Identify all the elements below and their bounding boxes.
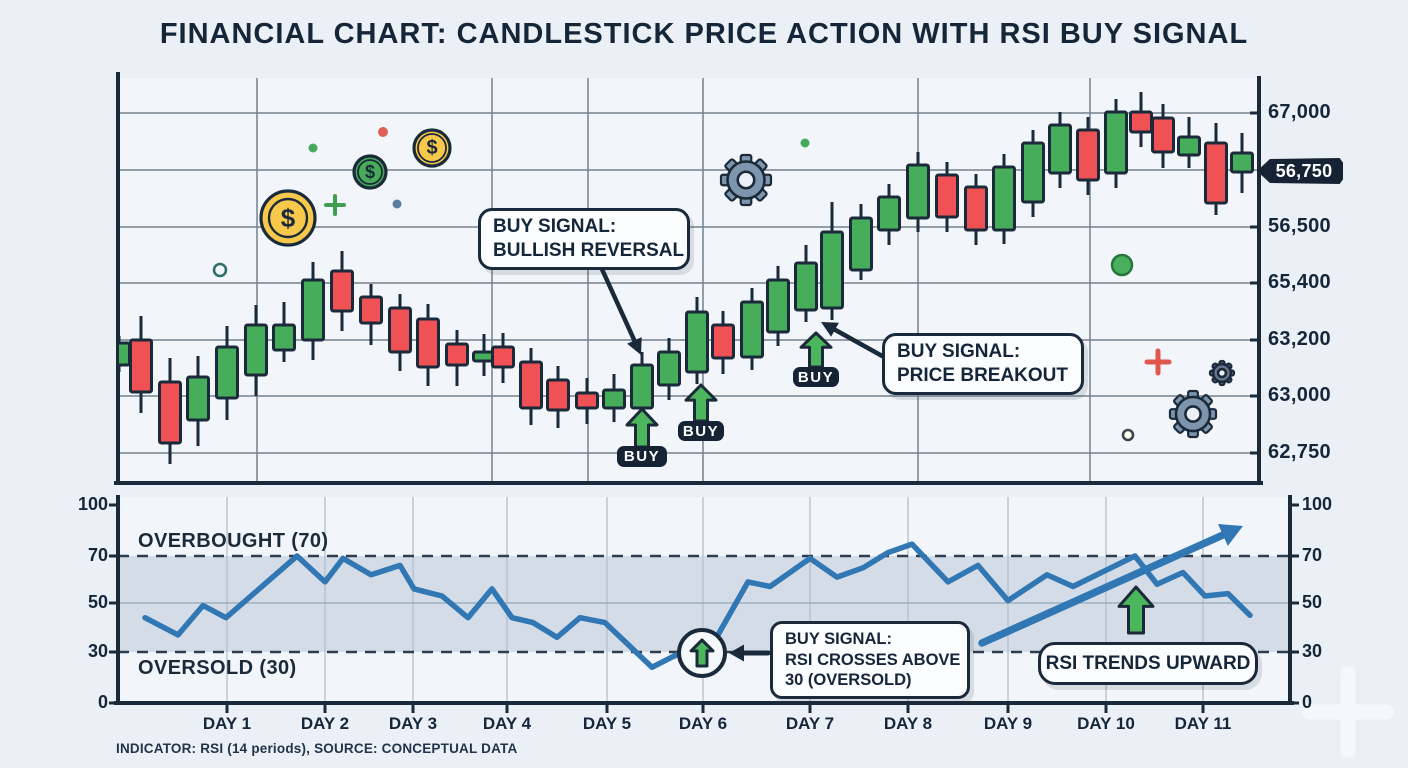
dollar-coin-icon: $ (259, 189, 317, 247)
decorative-dot (392, 199, 402, 209)
candle (330, 251, 354, 331)
annotation-arrow (598, 264, 642, 355)
candle (301, 262, 325, 360)
candle (416, 304, 440, 386)
gear-icon (1168, 389, 1218, 439)
candle (388, 294, 412, 371)
candle (877, 184, 901, 245)
rsi-trend-arrow (978, 524, 1243, 647)
candle (740, 288, 764, 370)
page-title: FINANCIAL CHART: CANDLESTICK PRICE ACTIO… (159, 18, 1249, 50)
candle (186, 356, 210, 446)
gear-icon (719, 153, 773, 207)
candle (820, 202, 844, 320)
dollar-coin-icon: $ (352, 154, 388, 190)
candles (119, 92, 1254, 464)
candle (1104, 99, 1128, 188)
candle (359, 284, 383, 345)
gear-icon (1208, 359, 1236, 387)
plus-icon (324, 194, 346, 216)
candle (964, 174, 988, 245)
annotation-arrow (729, 644, 771, 662)
candle (711, 311, 735, 374)
candle (1021, 130, 1045, 217)
candle (602, 374, 626, 422)
sparkle-icon (1302, 666, 1394, 758)
candle (906, 152, 930, 232)
candle (766, 266, 790, 346)
candle (244, 305, 268, 396)
candle (129, 316, 153, 413)
candle (849, 204, 873, 280)
decorative-dot (378, 127, 388, 137)
candle (794, 245, 818, 322)
candle (1048, 112, 1072, 188)
candle (1151, 104, 1175, 168)
svg-text:$: $ (426, 137, 437, 159)
candle (519, 348, 543, 425)
candle (657, 338, 681, 400)
candle (1177, 117, 1201, 168)
candle (685, 297, 709, 384)
dollar-coin-icon: $ (412, 128, 452, 168)
svg-text:$: $ (365, 162, 375, 182)
candle (992, 154, 1016, 244)
decorative-dot (800, 138, 810, 148)
candle (272, 302, 296, 362)
candle (1129, 92, 1153, 147)
candle (1076, 117, 1100, 195)
candle (935, 162, 959, 232)
decorative-dot (308, 143, 318, 153)
decorative-dot (1110, 253, 1134, 277)
candle (1204, 123, 1228, 215)
svg-text:$: $ (281, 203, 296, 233)
annotation-arrow (821, 322, 887, 360)
plus-icon (1144, 348, 1172, 376)
candle (491, 333, 515, 383)
candle (445, 330, 469, 386)
decorative-circle-icon (1121, 428, 1135, 442)
decorative-circle-icon (212, 262, 228, 278)
candle (546, 366, 570, 428)
candle (1230, 133, 1254, 193)
candle (158, 358, 182, 464)
buy-arrow-icon (1117, 585, 1155, 635)
buy-arrow-icon (689, 638, 715, 668)
axis-ticks (109, 111, 1299, 713)
candle (575, 378, 599, 424)
candle (215, 326, 239, 420)
